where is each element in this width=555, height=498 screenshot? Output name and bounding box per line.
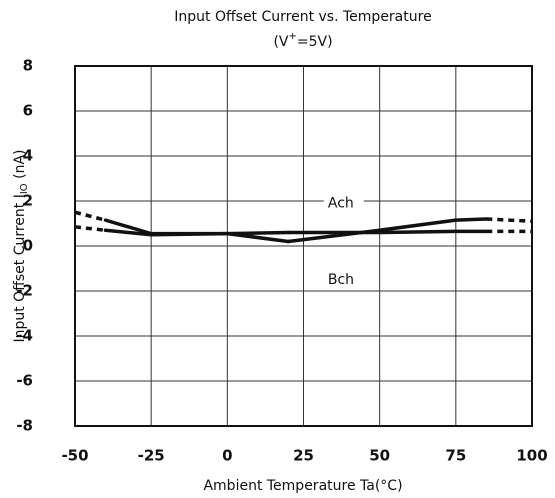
y-tick-label: 8 — [23, 57, 33, 75]
x-axis-label: Ambient Temperature Ta(°C) — [203, 478, 402, 494]
subtitle-sup: + — [288, 31, 296, 42]
line-segment — [377, 218, 458, 232]
annotation: Ach — [328, 195, 354, 211]
annotation: Bch — [328, 272, 354, 288]
line-segment — [377, 229, 458, 235]
y-tick-label: 0 — [23, 237, 33, 255]
x-tick-label: 50 — [369, 447, 390, 465]
x-tick-label: -50 — [61, 447, 88, 465]
line-segment — [103, 228, 153, 237]
line-segment — [149, 231, 230, 237]
line-segment — [486, 217, 533, 223]
line-segment — [103, 218, 153, 236]
subtitle-text: =5V) — [297, 34, 333, 50]
y-label-text: (nA) — [12, 149, 28, 183]
annotation-bg — [323, 269, 364, 290]
y-label-text: Input Offset Current I — [12, 194, 28, 342]
chart-subtitle: (V+=5V) — [273, 31, 332, 50]
y-tick-label: -6 — [16, 372, 33, 390]
x-tick-label: 100 — [516, 447, 547, 465]
chart-title: Input Offset Current vs. Temperature — [174, 9, 431, 25]
y-axis-label: Input Offset Current IIO (nA) — [12, 149, 30, 342]
x-tick-label: 25 — [293, 447, 314, 465]
y-tick-label: 4 — [23, 147, 33, 165]
y-label-sub: IO — [19, 183, 30, 194]
line-segment — [286, 228, 382, 244]
x-tick-label: -25 — [138, 447, 165, 465]
y-tick-label: -2 — [16, 282, 33, 300]
annotation-bg — [323, 193, 364, 214]
line-segment — [74, 210, 106, 222]
line-segment — [454, 217, 489, 222]
subtitle-text: (V — [273, 34, 288, 50]
plot-frame — [74, 65, 533, 427]
x-tick-label: 75 — [445, 447, 466, 465]
line-segment — [74, 225, 106, 232]
y-tick-label: 2 — [23, 192, 33, 210]
x-tick-label: 0 — [222, 447, 232, 465]
y-tick-label: 6 — [23, 102, 33, 120]
y-tick-label: -8 — [16, 417, 33, 435]
y-tick-label: -4 — [16, 327, 33, 345]
line-segment — [225, 231, 291, 244]
